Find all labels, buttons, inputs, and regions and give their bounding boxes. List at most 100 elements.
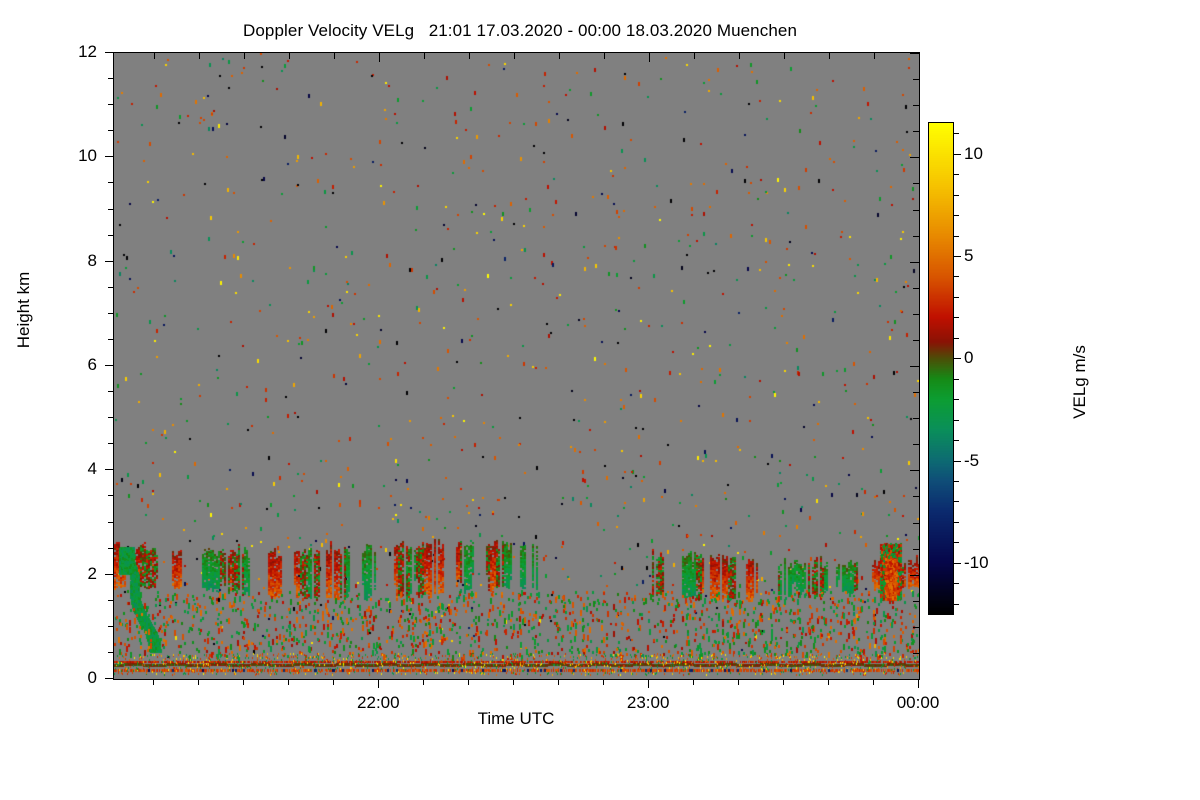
right-frame-tick [913, 313, 919, 315]
right-frame-tick [913, 600, 919, 602]
x-axis-major-tick [378, 679, 380, 688]
y-axis: Height km 0 2 4 6 8 10 12 [0, 0, 113, 730]
y-axis-minor-tick [108, 547, 113, 549]
x-axis-minor-tick [693, 679, 695, 685]
colorbar-minor-tick [954, 215, 959, 217]
colorbar-tick-label: -10 [964, 552, 989, 572]
x-axis-minor-tick [468, 679, 470, 685]
top-frame-tick [694, 53, 696, 59]
colorbar-minor-tick [954, 583, 959, 585]
colorbar: VELg m/s -10 -5 0 5 10 [928, 122, 1089, 622]
top-frame-tick [829, 53, 831, 59]
y-axis-minor-tick [108, 391, 113, 393]
y-axis-minor-tick [108, 599, 113, 601]
x-axis-title: Time UTC [477, 709, 555, 728]
y-axis-tick-label: 12 [78, 42, 97, 61]
x-axis-minor-tick [288, 679, 290, 685]
x-axis-minor-tick [738, 679, 740, 685]
y-axis-minor-tick [108, 78, 113, 80]
right-frame-tick [913, 339, 919, 341]
y-axis-tick-label: 6 [87, 355, 97, 374]
page-title: Doppler Velocity VELg 21:01 17.03.2020 -… [242, 21, 798, 40]
y-axis-tick-label: 10 [78, 146, 97, 166]
top-frame-tick [919, 53, 920, 62]
y-axis-tick-label: 2 [87, 563, 97, 583]
y-axis-minor-tick [108, 651, 113, 653]
right-frame-tick [913, 183, 919, 185]
y-axis-major-tick [105, 573, 113, 575]
right-frame-tick [910, 261, 919, 263]
x-axis-minor-tick [513, 679, 515, 685]
colorbar-major-tick [954, 562, 961, 564]
top-frame-tick [649, 53, 651, 62]
x-axis-major-tick [648, 679, 650, 688]
colorbar-minor-tick [954, 378, 959, 380]
right-frame-tick [913, 626, 919, 628]
x-axis-minor-tick [198, 679, 200, 685]
colorbar-major-tick [954, 358, 961, 360]
right-frame-tick [913, 209, 919, 211]
x-axis-minor-tick [153, 679, 155, 685]
top-frame-tick [199, 53, 201, 59]
colorbar-minor-tick [954, 440, 959, 442]
y-axis-minor-tick [108, 182, 113, 184]
colorbar-gradient [928, 122, 954, 615]
right-frame-tick [913, 235, 919, 237]
y-axis-minor-tick [108, 234, 113, 236]
right-frame-tick [913, 548, 919, 550]
top-frame-tick [379, 53, 381, 62]
right-frame-tick [910, 470, 919, 472]
colorbar-minor-tick [954, 603, 959, 605]
x-axis-minor-tick [828, 679, 830, 685]
right-frame-tick [913, 105, 919, 107]
top-frame-tick [559, 53, 561, 59]
doppler-velocity-heatmap [114, 53, 919, 679]
y-axis-minor-tick [108, 625, 113, 627]
y-axis-tick-label: 4 [87, 459, 97, 479]
y-axis-minor-tick [108, 443, 113, 445]
right-frame-tick [913, 392, 919, 394]
colorbar-tick-label: 5 [964, 245, 974, 265]
top-frame-tick [289, 53, 291, 59]
x-axis: 22:00 23:00 00:00 [113, 679, 939, 739]
top-frame-tick [469, 53, 471, 59]
x-axis-minor-tick [558, 679, 560, 685]
top-frame-tick [784, 53, 786, 59]
top-frame-tick [154, 53, 156, 59]
x-axis-major-tick [918, 679, 919, 688]
colorbar-minor-tick [954, 419, 959, 421]
top-frame-tick [874, 53, 876, 59]
colorbar-minor-tick [954, 194, 959, 196]
colorbar-title: VELg m/s [1070, 345, 1089, 419]
y-axis-minor-tick [108, 521, 113, 523]
top-frame-tick [244, 53, 246, 59]
top-frame-tick [334, 53, 336, 59]
right-frame-tick [913, 652, 919, 654]
x-axis-tick-label: 00:00 [896, 693, 940, 712]
colorbar-tick-label: 10 [964, 143, 983, 163]
colorbar-major-tick [954, 460, 961, 462]
right-frame-tick [913, 522, 919, 524]
colorbar-tick-label: 0 [964, 348, 974, 368]
colorbar-minor-tick [954, 337, 959, 339]
x-axis-minor-tick [603, 679, 605, 685]
y-axis-minor-tick [108, 417, 113, 419]
x-axis-minor-tick [873, 679, 875, 685]
colorbar-minor-tick [954, 235, 959, 237]
y-axis-major-tick [105, 678, 113, 679]
y-axis-minor-tick [108, 130, 113, 132]
colorbar-minor-tick [954, 296, 959, 298]
top-frame-tick [604, 53, 606, 59]
plot-canvas-area [113, 52, 920, 680]
x-axis-tick-label: 22:00 [357, 693, 400, 712]
top-frame-tick [739, 53, 741, 59]
colorbar-minor-tick [954, 174, 959, 176]
right-frame-tick [910, 53, 919, 54]
y-axis-major-tick [105, 365, 113, 366]
y-axis-minor-tick [108, 286, 113, 288]
colorbar-minor-tick [954, 542, 959, 544]
right-frame-tick [913, 287, 919, 289]
right-frame-tick [913, 131, 919, 133]
right-frame-tick [910, 157, 919, 159]
